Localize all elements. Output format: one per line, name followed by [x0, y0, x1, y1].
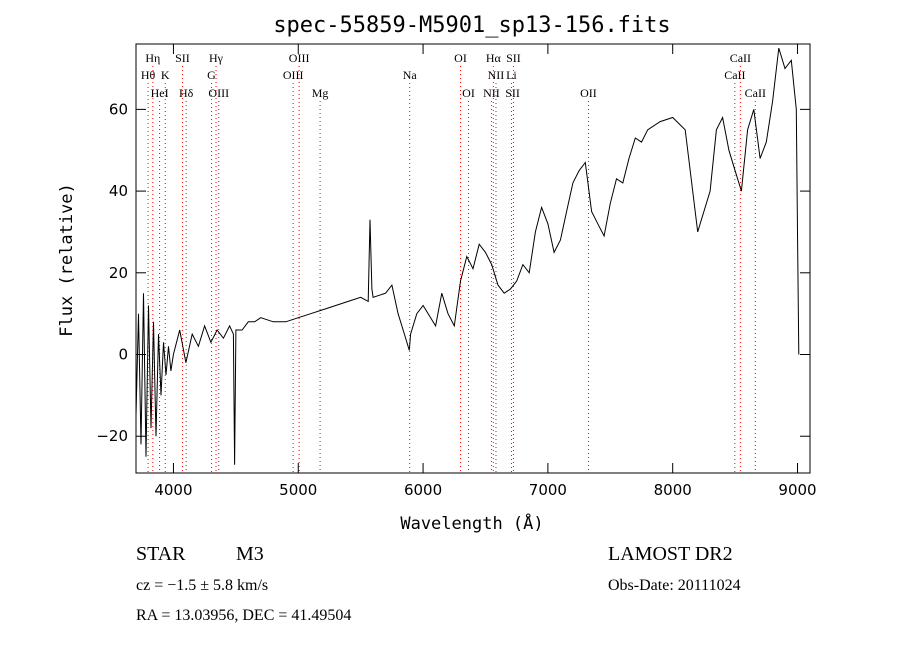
x-tick-label: 9000: [778, 481, 816, 499]
line-marker-label: Na: [403, 68, 418, 82]
line-marker-label: OII: [580, 86, 597, 100]
plot-frame: [135, 43, 811, 474]
line-marker-label: OIII: [283, 68, 304, 82]
line-marker-label: OIII: [208, 86, 229, 100]
line-marker-label: Hη: [145, 51, 160, 65]
x-axis-label: Wavelength (Å): [400, 512, 543, 534]
line-marker-label: CaII: [730, 51, 751, 65]
x-tick-label: 6000: [404, 481, 442, 499]
line-marker-label: Hγ: [209, 51, 224, 65]
x-tick-label: 7000: [529, 481, 567, 499]
line-marker-label: CaII: [745, 86, 766, 100]
y-tick-label: 60: [109, 100, 128, 118]
y-tick-label: 0: [118, 346, 128, 364]
line-marker-label: SII: [505, 86, 520, 100]
line-marker-labels: Hη Hθ K HeI SII Hδ Hγ G OIII OIII OIII Mg Na OI OI Hα SI…: [141, 51, 766, 100]
coords-readout: RA = 13.03956, DEC = 41.49504: [136, 607, 351, 624]
y-tick-label: −20: [96, 427, 128, 445]
line-marker-label: HeI: [151, 86, 169, 100]
line-marker-label: K: [161, 68, 170, 82]
class-label: STAR: [136, 543, 186, 565]
line-marker-label: SII: [506, 51, 521, 65]
line-marker-label: OI: [462, 86, 475, 100]
line-marker-label: Hδ: [179, 86, 194, 100]
x-tick-label: 5000: [279, 481, 317, 499]
line-marker-label: Hθ: [141, 68, 156, 82]
line-marker-label: G: [207, 68, 216, 82]
line-marker-label: CaII: [724, 68, 745, 82]
line-marker-label: NII: [483, 86, 500, 100]
plot-area-border: [135, 43, 811, 474]
y-axis-label: Flux (relative): [57, 183, 77, 337]
line-marker-label: Hα: [486, 51, 502, 65]
y-axis-ticks: −20 0 20 40 60: [96, 100, 810, 445]
y-tick-label: 20: [109, 264, 128, 282]
subclass-label: M3: [236, 543, 264, 565]
survey-label: LAMOST DR2: [608, 543, 733, 565]
cz-readout: cz = −1.5 ± 5.8 km/s: [136, 577, 268, 594]
line-marker-label: OIII: [289, 51, 310, 65]
flux-series-line: [135, 47, 800, 465]
line-marker-label: Li: [506, 68, 517, 82]
obs-date-readout: Obs-Date: 20111024: [608, 577, 741, 594]
line-marker-label: NII: [488, 68, 505, 82]
chart-title: spec-55859-M5901_sp13-156.fits: [273, 13, 670, 38]
x-axis-ticks: 4000 5000 6000 7000 8000 9000: [154, 44, 817, 499]
line-marker-label: SII: [175, 51, 190, 65]
line-marker-label: OI: [454, 51, 467, 65]
y-tick-label: 40: [109, 182, 128, 200]
line-markers: [147, 66, 756, 473]
x-tick-label: 8000: [654, 481, 692, 499]
x-tick-label: 4000: [154, 481, 192, 499]
line-marker-label: Mg: [312, 86, 329, 100]
